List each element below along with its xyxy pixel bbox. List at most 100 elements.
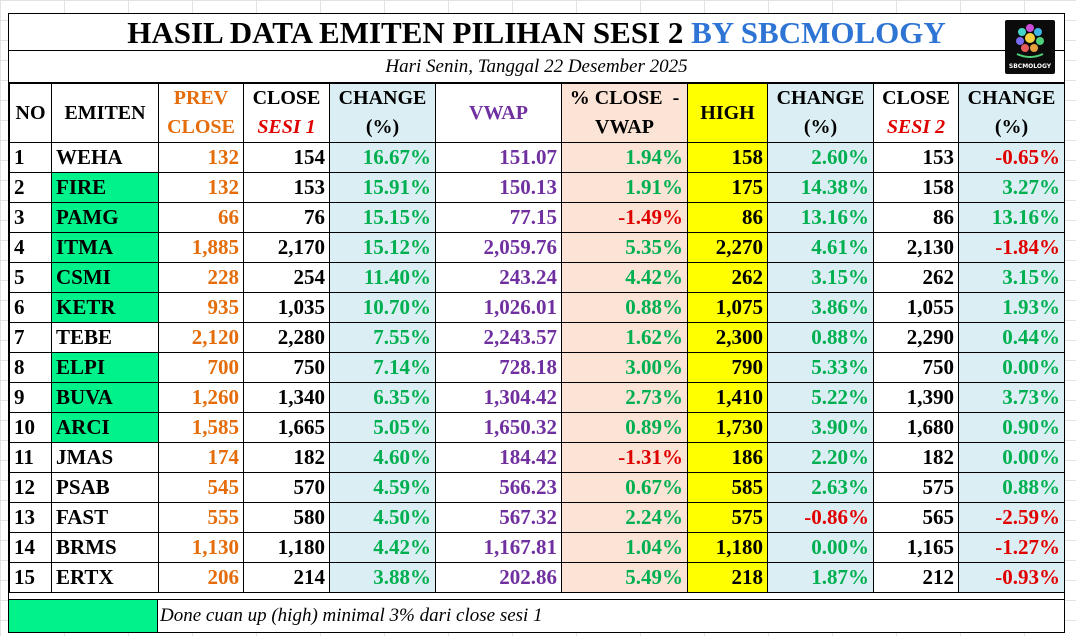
cell-close1: 2,170 — [243, 232, 330, 263]
cell-chg2: 3.86% — [767, 292, 874, 323]
cell-close1: 1,665 — [243, 412, 330, 443]
cell-vwap: 1,650.32 — [435, 412, 562, 443]
cell-prev: 1,260 — [158, 382, 244, 413]
header-pct-close-vwap-line2: VWAP — [595, 116, 654, 138]
header-close-sesi1: CLOSE SESI 1 — [243, 83, 330, 143]
cell-chg3: 0.44% — [958, 322, 1065, 353]
cell-no: 3 — [9, 202, 52, 233]
cell-emiten: ARCI — [51, 412, 159, 443]
cell-chg2: 5.33% — [767, 352, 874, 383]
cell-close1: 1,035 — [243, 292, 330, 323]
cell-chg1: 5.05% — [329, 412, 436, 443]
cell-high: 585 — [687, 472, 768, 503]
cell-close2: 565 — [873, 502, 959, 533]
cell-emiten: TEBE — [51, 322, 159, 353]
cell-no: 14 — [9, 532, 52, 563]
cell-pcv: -1.49% — [561, 202, 688, 233]
report-title: HASIL DATA EMITEN PILIHAN SESI 2 BY SBCM… — [9, 14, 1064, 51]
cell-vwap: 202.86 — [435, 562, 562, 593]
cell-high: 2,270 — [687, 232, 768, 263]
cell-chg1: 4.50% — [329, 502, 436, 533]
table-row: 5 CSMI 228 254 11.40% 243.24 4.42% 262 3.15% 262 3… — [9, 262, 1065, 293]
table-row: 6 KETR 935 1,035 10.70% 1,026.01 0.88% 1,075 3.8… — [9, 292, 1065, 323]
cell-emiten: ELPI — [51, 352, 159, 383]
cell-chg3: 0.88% — [958, 472, 1065, 503]
cell-prev: 555 — [158, 502, 244, 533]
header-change-2: CHANGE (%) — [767, 83, 874, 143]
cell-prev: 935 — [158, 292, 244, 323]
header-change-1-line1: CHANGE — [338, 87, 427, 109]
header-close-sesi2-line1: CLOSE — [882, 87, 950, 109]
cell-vwap: 77.15 — [435, 202, 562, 233]
header-prev-close-line2: CLOSE — [167, 116, 235, 138]
header-high: HIGH — [687, 83, 768, 143]
cell-prev: 1,585 — [158, 412, 244, 443]
cell-chg1: 10.70% — [329, 292, 436, 323]
cell-emiten: BRMS — [51, 532, 159, 563]
cell-chg3: -1.27% — [958, 532, 1065, 563]
cell-chg1: 15.12% — [329, 232, 436, 263]
cell-prev: 1,885 — [158, 232, 244, 263]
cell-high: 86 — [687, 202, 768, 233]
cell-high: 790 — [687, 352, 768, 383]
cell-prev: 132 — [158, 172, 244, 203]
logo-text: SBCMOLOGY — [1008, 63, 1052, 70]
cell-close1: 153 — [243, 172, 330, 203]
cell-emiten: JMAS — [51, 442, 159, 473]
report-date: Hari Senin, Tanggal 22 Desember 2025 — [9, 51, 1064, 83]
cell-chg2: 3.15% — [767, 262, 874, 293]
cell-emiten: ITMA — [51, 232, 159, 263]
cell-high: 1,075 — [687, 292, 768, 323]
cell-no: 2 — [9, 172, 52, 203]
cell-chg2: 0.00% — [767, 532, 874, 563]
header-prev-close: PREV CLOSE — [158, 83, 244, 143]
cell-pcv: 0.89% — [561, 412, 688, 443]
cell-close1: 580 — [243, 502, 330, 533]
cell-chg1: 3.88% — [329, 562, 436, 593]
cell-vwap: 1,167.81 — [435, 532, 562, 563]
title-main: HASIL DATA EMITEN PILIHAN SESI 2 — [127, 15, 684, 50]
cell-no: 8 — [9, 352, 52, 383]
table-row: 4 ITMA 1,885 2,170 15.12% 2,059.76 5.35% 2,270 4… — [9, 232, 1065, 263]
table-row: 9 BUVA 1,260 1,340 6.35% 1,304.42 2.73% 1,410 5.… — [9, 382, 1065, 413]
header-close-sesi2: CLOSE SESI 2 — [873, 83, 959, 143]
header-change-1-line2: (%) — [365, 116, 400, 138]
cell-chg2: -0.86% — [767, 502, 874, 533]
cell-no: 7 — [9, 322, 52, 353]
cell-emiten: KETR — [51, 292, 159, 323]
cell-close2: 1,165 — [873, 532, 959, 563]
cell-no: 15 — [9, 562, 52, 593]
cell-pcv: 1.94% — [561, 142, 688, 173]
table-header: NO EMITEN PREV CLOSE CLOSE SESI 1 CHANGE… — [9, 83, 1065, 143]
cell-close1: 254 — [243, 262, 330, 293]
cell-chg3: 3.73% — [958, 382, 1065, 413]
cell-close1: 1,180 — [243, 532, 330, 563]
cell-pcv: 2.73% — [561, 382, 688, 413]
cell-prev: 206 — [158, 562, 244, 593]
cell-chg3: 3.15% — [958, 262, 1065, 293]
cell-close2: 2,290 — [873, 322, 959, 353]
table-row: 8 ELPI 700 750 7.14% 728.18 3.00% 790 5.33% 750 0.… — [9, 352, 1065, 383]
cell-emiten: FIRE — [51, 172, 159, 203]
cell-chg2: 1.87% — [767, 562, 874, 593]
cell-close1: 2,280 — [243, 322, 330, 353]
cell-chg2: 3.90% — [767, 412, 874, 443]
cell-chg2: 2.63% — [767, 472, 874, 503]
cell-no: 6 — [9, 292, 52, 323]
cell-chg3: -2.59% — [958, 502, 1065, 533]
cell-no: 10 — [9, 412, 52, 443]
cell-chg1: 4.42% — [329, 532, 436, 563]
cell-vwap: 2,059.76 — [435, 232, 562, 263]
cell-chg3: 1.93% — [958, 292, 1065, 323]
table-row: 14 BRMS 1,130 1,180 4.42% 1,167.81 1.04% 1,180 0… — [9, 532, 1065, 563]
cell-close1: 750 — [243, 352, 330, 383]
cell-close2: 86 — [873, 202, 959, 233]
cell-chg1: 7.55% — [329, 322, 436, 353]
emiten-table: NO EMITEN PREV CLOSE CLOSE SESI 1 CHANGE… — [9, 83, 1065, 593]
cell-no: 4 — [9, 232, 52, 263]
cell-vwap: 151.07 — [435, 142, 562, 173]
header-emiten: EMITEN — [51, 83, 159, 143]
cell-vwap: 728.18 — [435, 352, 562, 383]
cell-pcv: 0.88% — [561, 292, 688, 323]
cell-chg2: 0.88% — [767, 322, 874, 353]
